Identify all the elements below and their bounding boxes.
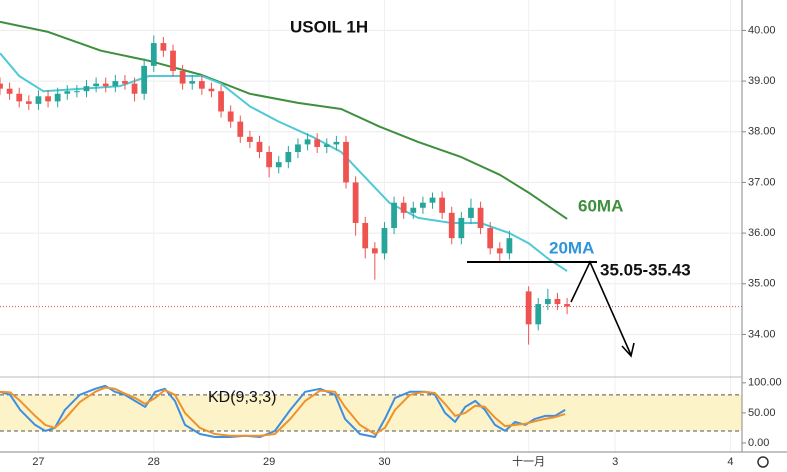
candle-body (333, 141, 340, 145)
x-tick-label: 3 (612, 456, 618, 468)
candle-body (64, 91, 71, 94)
candle-body (525, 291, 532, 325)
y-tick-label: 40.00 (748, 24, 776, 36)
candle-body (477, 207, 484, 229)
candle-body (93, 83, 99, 87)
candle-body (506, 238, 513, 254)
x-tick-label: 30 (378, 456, 390, 468)
candle-body (179, 70, 186, 84)
moving-average (0, 20, 568, 220)
candle-body (45, 96, 51, 102)
candle-body (381, 228, 388, 254)
forecast-arrow (570, 260, 632, 356)
kd-line (0, 386, 566, 437)
candle-body (247, 136, 253, 142)
moving-average (0, 52, 568, 272)
candle-body (266, 152, 273, 168)
candle-body (458, 217, 465, 239)
y-tick-label: 38.00 (748, 126, 776, 138)
candle-body (314, 139, 321, 147)
candle-body (468, 207, 474, 218)
candle-body (343, 141, 349, 183)
candle-body (16, 93, 23, 102)
candle-body (410, 207, 417, 213)
ma-label: 60MA (578, 196, 623, 215)
plot (0, 20, 570, 438)
candle-body (6, 88, 13, 94)
candle-body (362, 222, 369, 249)
candle-body (122, 81, 128, 84)
candle-body (35, 96, 42, 104)
chart-title: USOIL 1H (290, 17, 368, 36)
candle-body (25, 101, 32, 104)
candle-body (198, 81, 205, 89)
candle-body (285, 152, 292, 163)
candle-body (150, 43, 157, 66)
y-tick-label: 35.00 (748, 278, 776, 290)
candle-body (400, 202, 407, 213)
candle-body (496, 248, 503, 254)
candle-body (112, 81, 119, 87)
candle-body (352, 182, 359, 223)
candle-body (295, 144, 301, 153)
candle-body (83, 86, 90, 92)
settings-icon[interactable] (757, 456, 769, 468)
candle-body (160, 43, 167, 51)
arrow-head (621, 342, 635, 358)
x-tick-label: 4 (727, 456, 733, 468)
candle-body (391, 202, 397, 229)
candle-body (227, 111, 234, 122)
candle-body (218, 91, 224, 112)
price-range-annotation: 35.05-35.43 (600, 260, 691, 279)
candle-body (323, 144, 330, 147)
candle-body (208, 88, 215, 92)
kd-band (0, 394, 742, 431)
candle-body (304, 139, 311, 145)
y-tick-label: 37.00 (748, 176, 776, 188)
y-tick-label: 39.00 (748, 75, 776, 87)
candle-body (439, 197, 446, 213)
candle-body (564, 304, 570, 307)
y-tick-label: 0.00 (748, 437, 769, 449)
y-tick-label: 100.00 (748, 377, 782, 389)
y-tick-label: 36.00 (748, 227, 776, 239)
candle-body (535, 304, 542, 325)
y-tick-label: 50.00 (748, 407, 776, 419)
candle-body (554, 298, 561, 305)
candle-body (544, 298, 551, 305)
candle-body (170, 50, 176, 71)
y-tick-label: 34.00 (748, 328, 776, 340)
kd-line (0, 384, 566, 438)
candle-body (131, 83, 138, 94)
candle-body (189, 81, 196, 84)
candle-body (448, 212, 455, 239)
candle-body (74, 91, 80, 93)
x-tick-label: 27 (32, 456, 44, 468)
x-tick-label: 28 (148, 456, 160, 468)
x-tick-label: 十一月 (512, 454, 545, 468)
candle-body (487, 228, 494, 249)
candle-body (141, 65, 148, 94)
ma-label: 20MA (549, 238, 594, 257)
candle-body (420, 202, 426, 208)
candle-body (237, 121, 244, 137)
candle-body (429, 197, 436, 203)
candle-body (0, 83, 3, 89)
x-tick-label: 29 (263, 456, 275, 468)
candle-body (275, 162, 282, 168)
candle-body (102, 83, 109, 87)
candle-body (54, 93, 61, 102)
candle-body (256, 141, 263, 153)
candle-body (371, 248, 378, 254)
indicator-title: KD(9,3,3) (208, 389, 276, 406)
